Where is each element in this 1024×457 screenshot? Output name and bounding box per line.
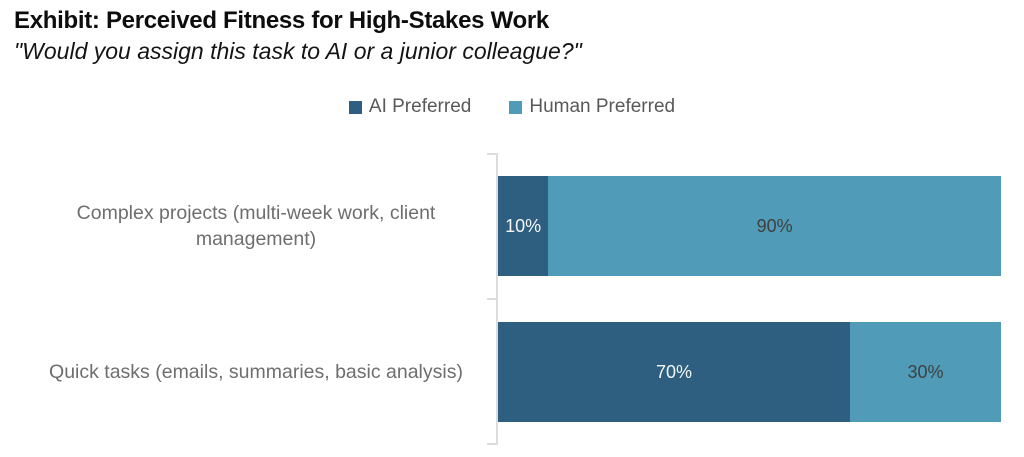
- category-label: Complex projects (multi-week work, clien…: [76, 201, 436, 250]
- chart-title: Exhibit: Perceived Fitness for High-Stak…: [14, 7, 549, 34]
- legend-swatch-human-icon: [509, 100, 523, 114]
- bar-value-label: 90%: [756, 215, 793, 236]
- axis-tick: [487, 443, 496, 445]
- bar-segment-ai-preferred: 10%: [498, 176, 549, 276]
- category-label: Quick tasks (emails, summaries, basic an…: [49, 360, 463, 383]
- bar-segment-ai-preferred: 70%: [498, 322, 851, 422]
- legend-label: AI Preferred: [368, 96, 472, 117]
- legend-label: Human Preferred: [529, 96, 676, 117]
- axis-tick: [487, 298, 496, 300]
- bar-track: 70% 30%: [498, 299, 1001, 445]
- bar-segment-human-preferred: 30%: [850, 322, 1001, 422]
- category-axis-line: [496, 153, 498, 445]
- stacked-bar: 70% 30%: [498, 322, 1001, 422]
- chart-rows: Complex projects (multi-week work, clien…: [0, 153, 1001, 445]
- bar-value-label: 10%: [505, 215, 542, 236]
- bar-value-label: 30%: [907, 361, 944, 382]
- bar-value-label: 70%: [656, 361, 693, 382]
- chart-legend: AI Preferred Human Preferred: [0, 96, 1024, 118]
- chart-row: Complex projects (multi-week work, clien…: [0, 153, 1001, 299]
- legend-item-human-preferred: Human Preferred: [509, 96, 675, 118]
- chart-plot-area: Complex projects (multi-week work, clien…: [0, 153, 1001, 445]
- stacked-bar: 10% 90%: [498, 176, 1001, 276]
- legend-item-ai-preferred: AI Preferred: [348, 96, 472, 118]
- legend-swatch-ai-icon: [348, 100, 362, 114]
- chart-subtitle: "Would you assign this task to AI or a j…: [14, 38, 582, 64]
- chart-row: Quick tasks (emails, summaries, basic an…: [0, 299, 1001, 445]
- bar-segment-human-preferred: 90%: [548, 176, 1001, 276]
- bar-track: 10% 90%: [498, 153, 1001, 299]
- axis-tick: [487, 153, 496, 155]
